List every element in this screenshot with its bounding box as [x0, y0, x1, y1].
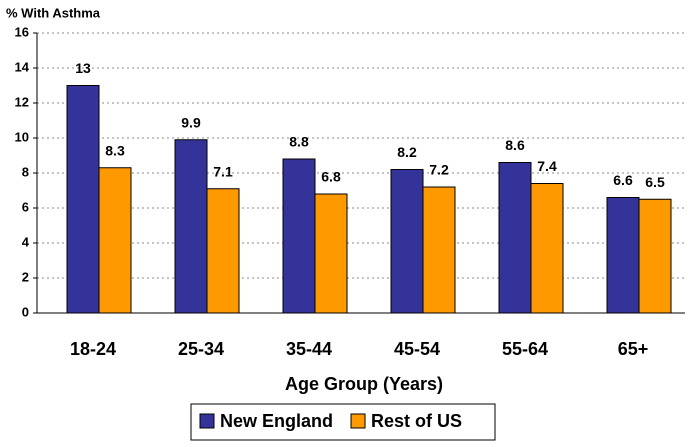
data-label: 8.2 — [397, 144, 417, 160]
data-label: 7.4 — [537, 158, 557, 174]
x-tick-label: 45-54 — [394, 339, 440, 359]
bar — [282, 158, 316, 314]
x-axis-title: Age Group (Years) — [285, 374, 443, 394]
data-label: 7.2 — [429, 162, 449, 178]
data-label: 7.1 — [213, 163, 233, 179]
bar — [498, 162, 532, 314]
bar — [606, 197, 640, 314]
bar — [174, 139, 208, 314]
y-tick-label: 10 — [15, 129, 29, 144]
bar — [314, 193, 348, 314]
data-label: 6.6 — [613, 172, 633, 188]
legend-swatch — [350, 413, 366, 429]
y-tick-label: 2 — [22, 269, 29, 284]
data-label: 6.5 — [645, 174, 665, 190]
bar — [98, 167, 132, 314]
y-tick-label: 16 — [15, 24, 29, 39]
data-label: 8.6 — [505, 137, 525, 153]
data-label: 13 — [75, 60, 91, 76]
y-tick-label: 0 — [22, 304, 29, 319]
x-tick-label: 65+ — [618, 339, 649, 359]
data-label: 6.8 — [321, 169, 341, 185]
legend-box — [190, 403, 496, 441]
y-tick-label: 4 — [22, 234, 30, 249]
bar — [390, 169, 424, 314]
x-tick-label: 55-64 — [502, 339, 548, 359]
y-tick-label: 8 — [22, 164, 29, 179]
legend-label: New England — [220, 411, 333, 431]
data-label: 8.8 — [289, 134, 309, 150]
legend-swatch — [199, 413, 215, 429]
y-tick-label: 14 — [15, 59, 30, 74]
bar — [66, 85, 100, 314]
x-tick-label: 35-44 — [286, 339, 332, 359]
data-label: 9.9 — [181, 114, 201, 130]
y-tick-label: 6 — [22, 199, 29, 214]
bar — [206, 188, 240, 314]
y-axis-title: % With Asthma — [6, 5, 101, 20]
bar — [530, 183, 564, 314]
legend-label: Rest of US — [371, 411, 462, 431]
bar — [422, 186, 456, 314]
x-tick-label: 25-34 — [178, 339, 224, 359]
data-label: 8.3 — [105, 142, 125, 158]
y-tick-label: 12 — [15, 94, 29, 109]
bar — [638, 198, 672, 314]
x-tick-label: 18-24 — [70, 339, 116, 359]
